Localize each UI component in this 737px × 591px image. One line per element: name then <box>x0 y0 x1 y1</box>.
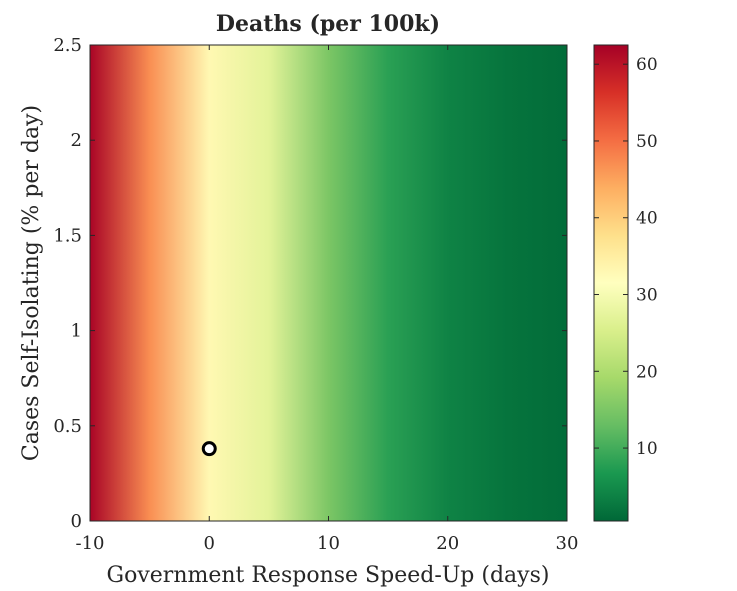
x-axis-label: Government Response Speed-Up (days) <box>107 563 550 588</box>
x-tick-label: 0 <box>204 533 215 554</box>
x-tick-label: 10 <box>317 533 340 554</box>
y-tick-label: 2 <box>71 130 82 151</box>
chart-title: Deaths (per 100k) <box>216 11 440 37</box>
colorbar-tick-label: 60 <box>636 55 658 75</box>
marker-layer <box>201 441 217 457</box>
colorbar-ticks: 10 20 30 40 50 60 <box>594 55 658 459</box>
colorbar <box>593 44 629 522</box>
x-tick-label: -10 <box>76 533 105 554</box>
x-tick-label: 30 <box>556 533 579 554</box>
marker-point <box>201 441 217 457</box>
x-axis-ticks: -10 0 10 20 30 <box>76 45 579 554</box>
colorbar-tick-label: 10 <box>636 439 658 459</box>
y-tick-label: 0.5 <box>53 416 82 437</box>
y-tick-label: 1 <box>71 321 82 342</box>
colorbar-tick-label: 30 <box>636 286 658 306</box>
y-axis-ticks: 0 0.5 1 1.5 2 2.5 <box>53 35 567 532</box>
heatmap-field <box>90 45 567 521</box>
y-tick-label: 1.5 <box>53 225 82 246</box>
y-tick-label: 0 <box>71 511 82 532</box>
colorbar-tick-label: 40 <box>636 209 658 229</box>
colorbar-tick-label: 50 <box>636 132 658 152</box>
y-tick-label: 2.5 <box>53 35 82 56</box>
y-axis-label: Cases Self-Isolating (% per day) <box>19 105 44 461</box>
x-tick-label: 20 <box>436 533 459 554</box>
colorbar-tick-label: 20 <box>636 362 658 382</box>
